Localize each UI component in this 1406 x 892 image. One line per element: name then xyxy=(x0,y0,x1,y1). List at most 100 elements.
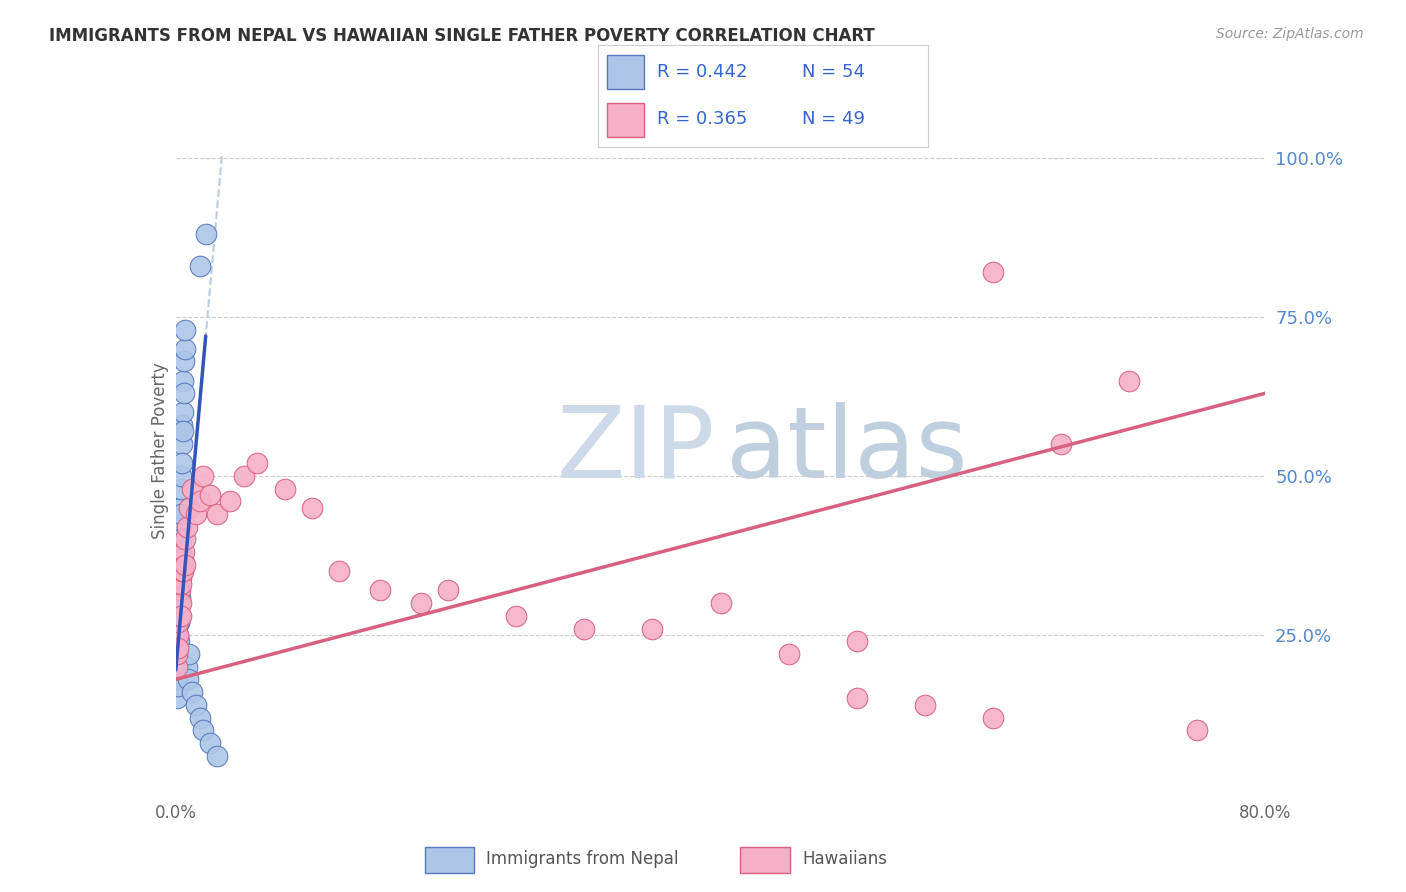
Point xyxy=(174,533,197,547)
Point xyxy=(169,545,191,559)
Point xyxy=(176,659,198,673)
Point xyxy=(170,608,193,623)
Point xyxy=(172,564,194,578)
Point xyxy=(166,628,188,642)
Point xyxy=(181,685,204,699)
Point xyxy=(169,571,191,585)
Text: Hawaiians: Hawaiians xyxy=(801,849,887,868)
Point xyxy=(219,494,242,508)
Point xyxy=(170,507,193,521)
Point xyxy=(167,596,190,610)
Point xyxy=(166,647,188,661)
Point xyxy=(166,653,188,667)
Bar xyxy=(607,103,644,137)
Point xyxy=(167,628,190,642)
Point xyxy=(170,456,193,470)
Point xyxy=(166,659,188,673)
Point xyxy=(167,640,190,655)
Point xyxy=(845,691,868,706)
Point xyxy=(172,417,194,432)
Bar xyxy=(607,55,644,88)
Point xyxy=(167,608,190,623)
Point xyxy=(914,698,936,712)
Point xyxy=(170,596,193,610)
Point xyxy=(172,425,194,439)
Point xyxy=(169,520,191,534)
Text: Source: ZipAtlas.com: Source: ZipAtlas.com xyxy=(1216,27,1364,41)
Point xyxy=(169,545,191,559)
Point xyxy=(1187,723,1209,738)
Point xyxy=(167,615,190,630)
Point xyxy=(328,564,350,578)
Point xyxy=(172,551,194,566)
Point xyxy=(166,659,188,673)
Point xyxy=(166,647,188,661)
Point xyxy=(170,482,193,496)
Point xyxy=(166,659,188,673)
Text: R = 0.365: R = 0.365 xyxy=(657,111,748,128)
Text: R = 0.442: R = 0.442 xyxy=(657,63,748,81)
Point xyxy=(205,507,228,521)
Point xyxy=(246,456,269,470)
Point xyxy=(232,469,254,483)
Point xyxy=(169,590,191,604)
Point xyxy=(505,608,527,623)
Text: Immigrants from Nepal: Immigrants from Nepal xyxy=(486,849,679,868)
Point xyxy=(166,679,188,693)
Point xyxy=(166,666,188,681)
Point xyxy=(188,494,211,508)
Point xyxy=(186,507,208,521)
Point xyxy=(181,482,204,496)
Point xyxy=(198,488,221,502)
Text: N = 49: N = 49 xyxy=(803,111,866,128)
Point xyxy=(166,691,188,706)
Point xyxy=(191,469,214,483)
Point xyxy=(845,634,868,648)
Point xyxy=(167,608,190,623)
Point xyxy=(173,545,195,559)
Point xyxy=(169,564,191,578)
Point xyxy=(198,736,221,750)
Point xyxy=(174,323,197,337)
Point xyxy=(167,615,190,630)
Point xyxy=(981,265,1004,279)
Point xyxy=(1118,374,1140,388)
Point xyxy=(173,342,195,356)
Point xyxy=(166,673,188,687)
Point xyxy=(169,533,191,547)
Bar xyxy=(740,847,790,872)
Point xyxy=(169,558,191,572)
Point xyxy=(274,482,297,496)
Point xyxy=(205,748,228,763)
Point xyxy=(169,608,191,623)
Text: N = 54: N = 54 xyxy=(803,63,866,81)
Point xyxy=(170,577,193,591)
Point xyxy=(179,500,201,515)
Point xyxy=(176,520,198,534)
Point xyxy=(437,583,460,598)
Point xyxy=(188,259,211,273)
Text: ZIP: ZIP xyxy=(557,402,716,499)
Point xyxy=(166,679,188,693)
Point xyxy=(191,723,214,738)
Point xyxy=(169,564,191,578)
Point xyxy=(167,615,190,630)
Point xyxy=(170,564,193,578)
Point xyxy=(177,673,200,687)
Point xyxy=(170,533,193,547)
Point xyxy=(167,634,190,648)
Point xyxy=(179,647,201,661)
Point xyxy=(409,596,432,610)
Point xyxy=(710,596,733,610)
Point xyxy=(1050,437,1073,451)
Point xyxy=(169,583,191,598)
Point xyxy=(368,583,391,598)
Point xyxy=(167,640,190,655)
Text: atlas: atlas xyxy=(725,402,967,499)
Point xyxy=(172,405,194,419)
Point xyxy=(173,354,195,368)
Bar xyxy=(425,847,474,872)
Point xyxy=(173,386,195,401)
Point xyxy=(167,647,190,661)
Text: IMMIGRANTS FROM NEPAL VS HAWAIIAN SINGLE FATHER POVERTY CORRELATION CHART: IMMIGRANTS FROM NEPAL VS HAWAIIAN SINGLE… xyxy=(49,27,875,45)
